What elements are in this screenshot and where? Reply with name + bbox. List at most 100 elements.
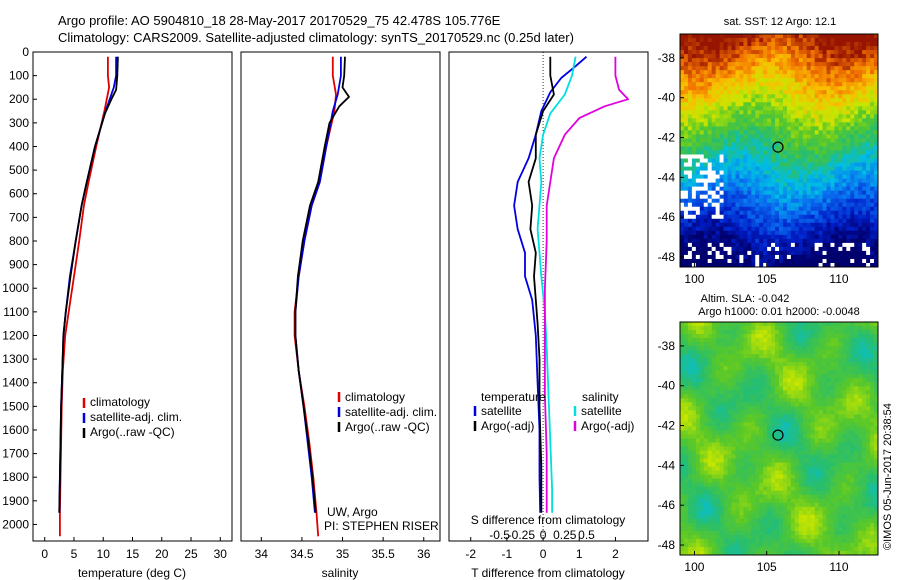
map-cell <box>838 246 843 252</box>
map-cell <box>862 398 867 403</box>
map-cell <box>814 330 819 335</box>
map-cell <box>763 426 768 431</box>
map-cell <box>822 334 827 339</box>
map-cell <box>850 262 855 267</box>
map-cell <box>763 162 768 167</box>
map-cell <box>779 202 784 208</box>
map-cell <box>798 394 804 399</box>
map-cell <box>802 174 808 180</box>
map-cell <box>810 454 816 459</box>
map-cell <box>763 58 768 63</box>
map-cell <box>719 458 724 464</box>
map-cell <box>707 174 713 180</box>
map-cell <box>810 250 816 256</box>
map-cell <box>719 398 724 403</box>
map-cell <box>779 446 784 451</box>
map-cell <box>846 430 851 435</box>
map-cell <box>846 110 851 115</box>
map-cell <box>862 62 867 67</box>
map-cell <box>814 34 819 39</box>
map-cell <box>862 230 867 236</box>
map-cell <box>830 138 835 143</box>
map-cell <box>802 210 808 216</box>
map-cell <box>794 370 800 375</box>
s-diff-ticks: -0.5-0.25 0 0.25 0.5 <box>489 528 595 542</box>
map-cell <box>794 158 800 163</box>
map-cell <box>818 402 823 407</box>
map-cell <box>703 374 709 379</box>
map-cell <box>735 42 740 47</box>
map-cell <box>810 410 816 415</box>
map-cell <box>779 206 784 212</box>
map-cell <box>818 378 823 383</box>
map-cell <box>858 394 863 399</box>
map-cell <box>826 110 831 115</box>
map-cell <box>767 226 772 232</box>
map-cell <box>806 42 812 47</box>
map-cell <box>755 230 760 236</box>
map-cell <box>723 210 728 216</box>
map-cell <box>747 254 752 260</box>
map-cell <box>755 118 760 123</box>
map-cell <box>715 154 720 159</box>
map-cell <box>830 74 835 79</box>
map-cell <box>794 170 800 176</box>
map-cell <box>775 130 780 135</box>
map-cell <box>814 382 819 387</box>
map-cell <box>743 202 748 208</box>
map-cell <box>854 110 859 115</box>
map-cell <box>711 438 717 443</box>
map-cell <box>846 410 851 415</box>
x-tick-label: 30 <box>214 547 228 561</box>
map-cell <box>858 70 863 75</box>
map-cell <box>826 206 831 212</box>
map-cell <box>834 210 839 216</box>
map-cell <box>719 178 724 184</box>
map-cell <box>854 386 859 391</box>
map-cell <box>755 434 760 439</box>
map-cell <box>691 362 697 367</box>
map-cell <box>723 206 728 212</box>
map-cell <box>826 226 831 232</box>
map-cell <box>739 466 744 472</box>
map-cell <box>806 234 812 240</box>
map-cell <box>727 186 732 192</box>
map-cell <box>866 106 871 111</box>
map-cell <box>727 170 732 176</box>
map-cell <box>687 446 693 451</box>
map-cell <box>790 378 796 383</box>
map-cell <box>751 78 756 83</box>
map-cell <box>842 206 847 212</box>
map-cell <box>826 250 831 256</box>
map-cell <box>695 226 701 232</box>
map-cell <box>763 70 768 75</box>
map-cell <box>786 262 792 267</box>
map-cell <box>818 190 823 196</box>
map-cell <box>751 374 756 379</box>
map-cell <box>680 470 685 476</box>
map-cell <box>747 326 752 331</box>
map-cell <box>687 398 693 403</box>
map-cell <box>866 330 871 335</box>
map-cell <box>727 82 732 87</box>
map-cell <box>806 418 812 423</box>
map-cell <box>818 178 823 184</box>
map-cell <box>870 218 875 224</box>
map-cell <box>806 470 812 476</box>
map-cell <box>870 394 875 399</box>
map-cell <box>719 94 724 99</box>
map-cell <box>699 202 705 208</box>
map-cell <box>771 38 776 43</box>
map-cell <box>870 210 875 216</box>
map-cell <box>870 358 875 363</box>
map-cell <box>779 230 784 236</box>
map-cell <box>834 230 839 236</box>
map-cell <box>842 202 847 208</box>
map-cell <box>699 170 705 176</box>
map-cell <box>711 78 717 83</box>
map-cell <box>747 394 752 399</box>
map-cell <box>735 470 740 476</box>
map-cell <box>695 378 701 383</box>
map-cell <box>683 82 689 87</box>
map-cell <box>683 406 689 411</box>
